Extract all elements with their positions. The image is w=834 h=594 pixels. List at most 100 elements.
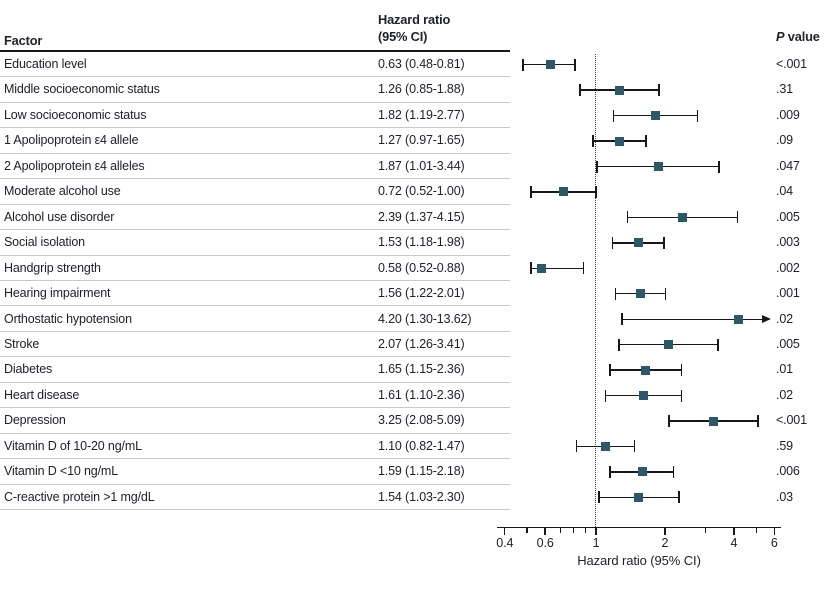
axis-major-tick	[595, 527, 597, 535]
ci-cap-left	[609, 465, 611, 478]
hr-ci-value: 1.87 (1.01-3.44)	[378, 158, 465, 173]
hr-ci-value: 1.59 (1.15-2.18)	[378, 464, 465, 479]
table-row: Social isolation 1.53 (1.18-1.98) .003	[0, 230, 834, 256]
hr-ci-value: 1.82 (1.19-2.77)	[378, 107, 465, 122]
hr-ci-value: 2.39 (1.37-4.15)	[378, 209, 465, 224]
ci-cap-right	[658, 84, 660, 97]
axis-major-tick	[664, 527, 666, 535]
ci-cap-right	[664, 287, 667, 300]
p-value: .59	[776, 438, 793, 453]
p-value-header-italic-p: P	[776, 29, 785, 44]
hr-ci-value: 1.10 (0.82-1.47)	[378, 438, 465, 453]
ci-cap-left	[598, 491, 600, 504]
ci-cap-left	[596, 160, 598, 173]
ci-cap-right	[717, 338, 719, 351]
axis-major-tick	[544, 527, 546, 535]
ci-cap-right	[678, 491, 680, 504]
hr-ci-value: 0.58 (0.52-0.88)	[378, 260, 465, 275]
ci-cap-right	[574, 58, 576, 71]
row-divider	[0, 229, 510, 231]
hr-marker	[651, 111, 661, 121]
hr-ci-value: 4.20 (1.30-13.62)	[378, 311, 472, 326]
hr-ci-value: 1.56 (1.22-2.01)	[378, 286, 465, 301]
row-divider	[0, 381, 510, 383]
p-value: .02	[776, 387, 793, 402]
hr-ci-value: 1.26 (0.85-1.88)	[378, 82, 465, 97]
ci-cap-left	[611, 236, 614, 249]
hr-ci-value: 2.07 (1.26-3.41)	[378, 336, 465, 351]
factor-label: Social isolation	[4, 235, 85, 250]
factor-label: Handgrip strength	[4, 260, 101, 275]
table-row: Heart disease 1.61 (1.10-2.36) .02	[0, 383, 834, 409]
ci-cap-right	[582, 262, 584, 275]
table-row: Moderate alcohol use 0.72 (0.52-1.00) .04	[0, 179, 834, 205]
axis-tick-label: 1	[592, 536, 600, 550]
hr-ci-value: 3.25 (2.08-5.09)	[378, 413, 465, 428]
axis-tick-label: 2	[661, 536, 669, 550]
table-row: Low socioeconomic status 1.82 (1.19-2.77)…	[0, 103, 834, 129]
table-row: Depression 3.25 (2.08-5.09) <.001	[0, 408, 834, 434]
hr-ci-value: 0.63 (0.48-0.81)	[378, 57, 465, 71]
axis-major-tick	[733, 527, 735, 535]
table-row: Diabetes 1.65 (1.15-2.36) .01	[0, 357, 834, 383]
row-divider	[0, 127, 510, 129]
table-row: C-reactive protein >1 mg/dL 1.54 (1.03-2.…	[0, 485, 834, 511]
factor-label: Vitamin D of 10-20 ng/mL	[4, 438, 142, 453]
ci-cap-right	[680, 389, 683, 402]
hr-marker	[663, 340, 673, 350]
hazard-ratio-column-header-line1: Hazard ratio	[378, 12, 451, 27]
row-divider	[0, 407, 510, 409]
factor-label: Orthostatic hypotension	[4, 311, 132, 326]
x-axis-title: Hazard ratio (95% CI)	[577, 553, 701, 568]
reference-line-hr1	[595, 54, 596, 527]
hr-marker	[614, 85, 624, 95]
p-value: .03	[776, 489, 793, 504]
factor-label: Vitamin D <10 ng/mL	[4, 464, 118, 479]
factor-label: Depression	[4, 413, 66, 428]
table-row: Handgrip strength 0.58 (0.52-0.88) .002	[0, 256, 834, 282]
factor-label: Heart disease	[4, 387, 80, 402]
p-value: .005	[776, 336, 800, 351]
factor-label: Education level	[4, 57, 87, 71]
row-divider	[0, 432, 510, 434]
table-row: Vitamin D of 10-20 ng/mL 1.10 (0.82-1.47)…	[0, 434, 834, 460]
row-divider	[0, 152, 510, 154]
hr-marker	[708, 416, 718, 426]
hr-ci-value: 1.61 (1.10-2.36)	[378, 387, 465, 402]
factor-label: Diabetes	[4, 362, 53, 377]
row-divider	[0, 76, 510, 78]
table-row: Alcohol use disorder 2.39 (1.37-4.15) .005	[0, 205, 834, 231]
p-value: .002	[776, 260, 800, 275]
p-value: .31	[776, 82, 793, 97]
p-value: .02	[776, 311, 793, 326]
hr-ci-value: 1.54 (1.03-2.30)	[378, 489, 465, 504]
ci-cap-left	[615, 287, 617, 300]
axis-tick-label: 6	[770, 536, 778, 550]
row-divider	[0, 203, 510, 205]
hr-marker	[635, 289, 645, 299]
row-divider	[0, 280, 510, 282]
ci-cap-right	[595, 185, 597, 198]
row-divider	[0, 509, 510, 511]
factor-label: Middle socioeconomic status	[4, 82, 160, 97]
row-divider	[0, 254, 510, 256]
axis-tick-label: 0.6	[536, 536, 554, 550]
p-value-column-header: P value	[776, 29, 820, 44]
axis-minor-tick	[559, 527, 562, 533]
table-row: Education level 0.63 (0.48-0.81) <.001	[0, 52, 834, 78]
p-value: .04	[776, 184, 793, 199]
hr-marker	[638, 391, 648, 401]
hr-marker	[637, 467, 647, 477]
p-value: .003	[776, 235, 800, 250]
hr-ci-value: 1.65 (1.15-2.36)	[378, 362, 465, 377]
hr-marker	[678, 212, 688, 222]
x-axis-line	[497, 527, 781, 529]
axis-minor-tick	[704, 527, 707, 533]
ci-cap-right	[645, 135, 647, 148]
arrow-right-icon	[762, 314, 771, 323]
factor-label: 2 Apolipoprotein ε4 alleles	[4, 158, 145, 173]
factor-label: 1 Apolipoprotein ε4 allele	[4, 133, 139, 148]
ci-cap-right	[663, 236, 665, 249]
factor-label: Low socioeconomic status	[4, 107, 147, 122]
